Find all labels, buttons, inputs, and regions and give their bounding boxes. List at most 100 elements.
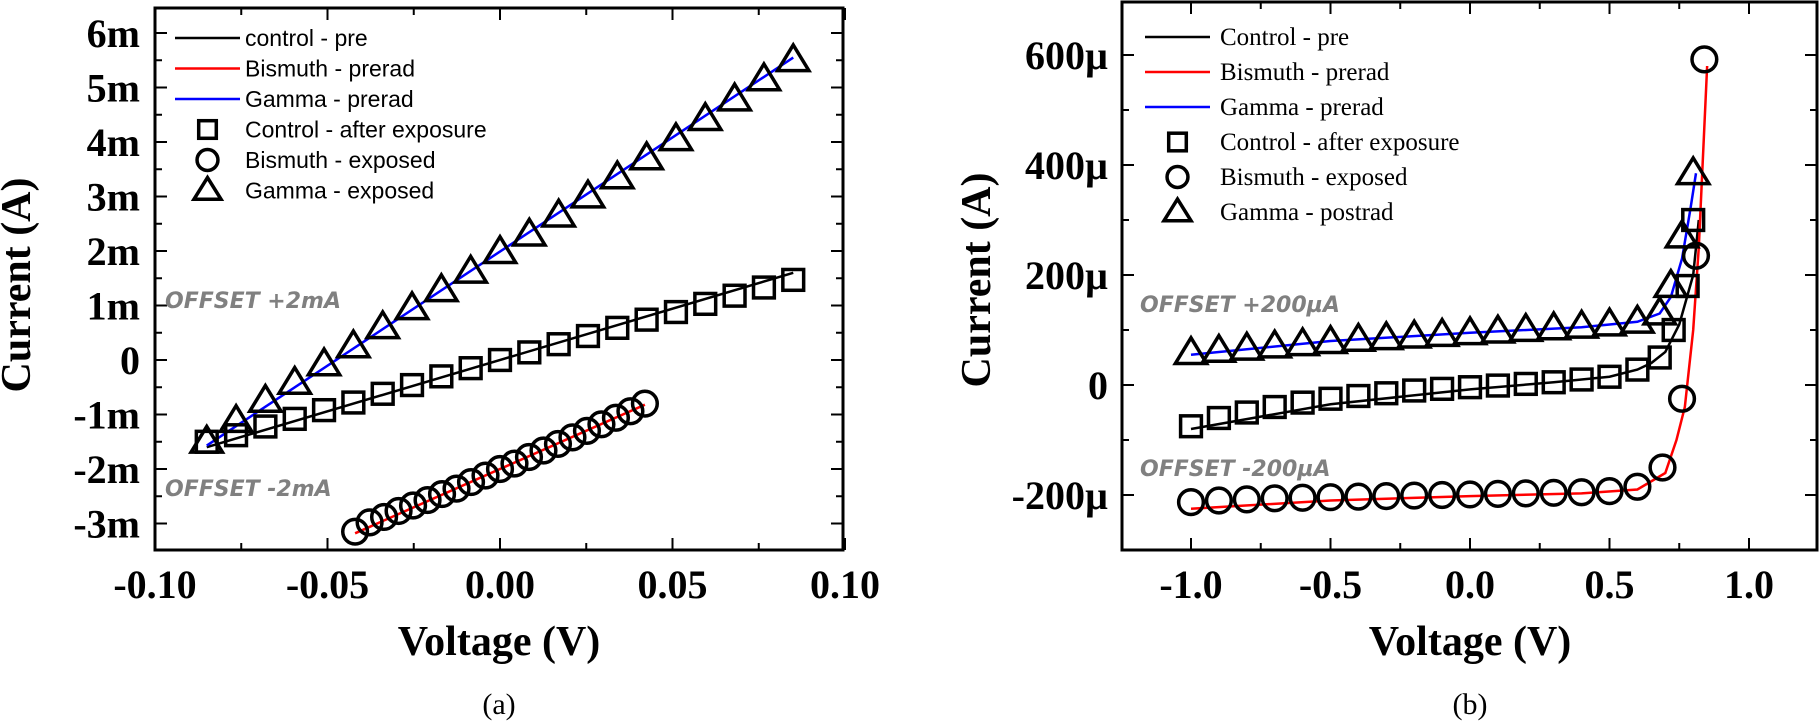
triangle-marker — [1451, 314, 1489, 346]
circle-marker — [1667, 384, 1697, 413]
circle-marker — [558, 423, 587, 452]
circle-marker — [1455, 480, 1485, 509]
square-marker — [1262, 394, 1287, 420]
circle-marker — [1483, 479, 1513, 508]
legend-item: Bismuth - exposed — [1165, 164, 1408, 191]
circle-marker — [341, 517, 370, 546]
panel-label: (b) — [1453, 688, 1488, 721]
legend-label: Gamma - postrad — [1220, 199, 1394, 226]
y-axis-title: Current (A) — [954, 172, 1000, 387]
triangle-marker — [1674, 154, 1712, 186]
series-bismuth-prerad — [354, 403, 646, 535]
square-marker — [575, 323, 601, 349]
square-marker — [1597, 364, 1622, 389]
series-line — [354, 403, 646, 535]
square-marker — [1513, 371, 1538, 397]
triangle-marker — [190, 174, 225, 202]
legend-label: Control - after exposure — [1220, 129, 1460, 156]
square-marker — [781, 267, 806, 293]
square-marker — [1166, 131, 1189, 153]
square-marker — [1234, 400, 1259, 425]
circle-marker — [1400, 481, 1429, 510]
panel-label: (a) — [482, 688, 515, 721]
circle-marker — [529, 436, 558, 465]
series-gamma-exposed-markers — [187, 41, 813, 454]
square-marker — [223, 423, 249, 448]
legend-item: Gamma - postrad — [1160, 195, 1394, 226]
circle-marker — [616, 397, 645, 426]
circle-marker — [1595, 477, 1624, 506]
circle-marker — [1260, 484, 1289, 513]
triangle-marker — [1423, 316, 1461, 348]
y-tick-label: -2m — [73, 447, 140, 492]
series-group — [187, 41, 813, 546]
triangle-marker — [569, 177, 607, 209]
square-marker — [341, 390, 366, 415]
circle-marker — [471, 461, 500, 490]
legend-item: Control - pre — [1145, 24, 1349, 51]
circle-marker — [369, 502, 399, 532]
circle-marker — [630, 389, 660, 418]
legend-item: Gamma - exposed — [190, 174, 434, 204]
square-marker — [253, 414, 278, 439]
square-marker — [722, 283, 747, 308]
triangle-marker — [1339, 321, 1378, 353]
y-tick-label: 3m — [87, 175, 140, 220]
legend-item: Bismuth - exposed — [195, 147, 435, 173]
x-tick-label: -1.0 — [1159, 562, 1222, 607]
x-tick-label: -0.5 — [1299, 562, 1362, 607]
circle-marker — [427, 479, 457, 509]
legend-label: Gamma - prerad — [1220, 94, 1384, 121]
y-tick-label: -200µ — [1012, 473, 1108, 518]
triangle-marker — [481, 233, 519, 265]
x-tick-label: -0.10 — [113, 562, 196, 607]
triangle-marker — [1172, 334, 1210, 366]
x-axis-title: Voltage (V) — [398, 619, 601, 665]
panel-a: -0.10 -0.05 0.00 0.05 0.10 -3m -2m -1m 0 1m 2m 3m 4m… — [0, 6, 880, 721]
circle-marker — [1539, 478, 1568, 507]
triangle-marker — [275, 364, 314, 396]
legend-item: control - pre — [175, 25, 368, 51]
legend-item: Bismuth - prerad — [1145, 59, 1390, 86]
circle-marker — [1567, 478, 1596, 507]
square-marker — [1647, 345, 1672, 370]
y-tick-label: 400µ — [1025, 143, 1108, 188]
triangle-marker — [686, 100, 725, 132]
square-marker — [1346, 383, 1371, 409]
square-marker — [605, 315, 630, 340]
y-tick-label: 0 — [120, 338, 140, 383]
circle-marker — [1428, 480, 1457, 510]
triangle-marker — [1663, 217, 1701, 249]
triangle-marker — [774, 41, 813, 73]
triangle-marker — [451, 253, 490, 284]
triangle-marker — [1534, 309, 1573, 341]
triangle-marker — [1590, 305, 1629, 337]
series-group — [1172, 45, 1719, 517]
circle-marker — [572, 416, 602, 445]
circle-marker — [456, 467, 486, 497]
series-line — [1190, 65, 1709, 510]
square-marker — [1178, 414, 1204, 439]
circle-marker — [442, 474, 471, 503]
x-axis-title: Voltage (V) — [1369, 619, 1572, 665]
offset-annotation: OFFSET +200µA — [1140, 293, 1340, 318]
square-marker — [1374, 381, 1399, 406]
triangle-marker — [393, 289, 431, 321]
legend-label: control - pre — [245, 25, 368, 51]
y-tick-label: 200µ — [1025, 253, 1108, 298]
square-marker — [311, 397, 337, 423]
square-marker — [370, 381, 395, 406]
legend-label: Gamma - prerad — [245, 86, 414, 112]
square-marker — [1290, 390, 1315, 415]
circle-marker — [1176, 488, 1206, 517]
square-marker — [1318, 386, 1343, 411]
triangle-marker — [539, 196, 578, 228]
annotations: OFFSET +200µA OFFSET -200µA — [1140, 293, 1340, 482]
circle-marker — [587, 410, 616, 439]
legend-item: Bismuth - prerad — [175, 56, 415, 82]
y-tick-label: 6m — [87, 11, 140, 56]
y-tick-label: -1m — [73, 393, 140, 438]
triangle-marker — [1652, 267, 1690, 299]
triangle-marker — [1200, 332, 1238, 364]
y-tick-label: 4m — [87, 120, 140, 165]
